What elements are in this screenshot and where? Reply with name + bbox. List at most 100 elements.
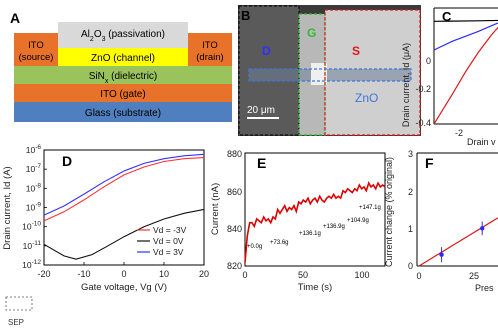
e-ytick: 860 (227, 187, 242, 197)
layer-glass-label: Glass (substrate) (85, 108, 161, 119)
d-ytick: 10-11 (23, 240, 42, 251)
panel-label-f: F (425, 155, 434, 171)
e-ytick: 880 (227, 149, 242, 159)
c-series-line (434, 19, 498, 22)
e-yticks: 880 860 840 820 (227, 149, 242, 271)
panel-label-b: B (241, 8, 250, 23)
outline-zno (248, 68, 412, 82)
e-annotation: +136.9g (323, 224, 345, 230)
layer-zno (58, 48, 188, 66)
d-legend-item: Vd = -3V (153, 225, 187, 235)
e-xticks: 0 50 100 (242, 270, 369, 280)
f-xlabel: Pres (475, 283, 494, 293)
sep-box (5, 296, 33, 311)
outline-drain (238, 5, 300, 136)
c-xlabel: Drain v (467, 137, 496, 147)
label-s: S (352, 44, 360, 58)
e-annotations: +0.0g +73.6g +136.1g +136.9g +104.9g +14… (247, 205, 381, 250)
source-label-line1: ITO (28, 40, 44, 51)
e-annotation: +0.0g (247, 244, 262, 250)
d-xtick: 10 (159, 269, 169, 279)
d-legend: Vd = -3V Vd = 0V Vd = 3V (137, 225, 187, 257)
panel-e: E Current (nA) Time (s) 880 860 840 820 … (210, 149, 386, 293)
layer-sinx (14, 66, 232, 84)
d-series-line (43, 153, 205, 216)
f-ylabel: Current change (% original) (384, 157, 394, 267)
f-plot-area (418, 217, 498, 267)
c-plot-area (434, 19, 498, 124)
layer-ito-gate (14, 84, 232, 102)
d-series-line (43, 157, 205, 222)
scale-bar-label: 20 μm (247, 105, 275, 116)
f-data-point (480, 226, 485, 231)
d-yticks: 10-6 10-7 10-8 10-9 10-10 10-11 10-12 (22, 144, 47, 270)
drain-label-line1: ITO (202, 40, 218, 51)
c-ytick: -0.2 (415, 84, 431, 94)
layer-ito-drain (188, 33, 232, 66)
e-annotation: +136.1g (299, 231, 321, 237)
c-ticks: 0 -0.2 -0.4 -2 (415, 56, 463, 138)
f-ytick: 1 (408, 224, 413, 234)
d-xticks: -20 -10 0 10 20 (37, 262, 209, 279)
panel-label-c: C (442, 9, 452, 24)
e-series-line (244, 181, 386, 263)
e-ytick: 840 (227, 224, 242, 234)
d-legend-item: Vd = 0V (153, 236, 184, 246)
sep-mark: SEP (5, 296, 33, 327)
e-xlabel: Time (s) (298, 282, 332, 293)
f-yticks: 3 2 1 0 (408, 149, 413, 271)
panel-d: D Drain current, Id (A) Gate voltage, Vg… (2, 144, 209, 293)
d-ylabel: Drain current, Id (A) (2, 166, 13, 249)
drain-label-line2: (drain) (196, 52, 223, 63)
e-xtick: 0 (242, 270, 247, 280)
c-ytick: 0 (426, 56, 431, 66)
d-series-line (43, 208, 205, 260)
d-xlabel: Gate voltage, Vg (V) (81, 282, 167, 293)
layer-channel-label: ZnO (channel) (91, 53, 155, 64)
d-ytick: 10-9 (26, 202, 42, 213)
label-g: G (307, 26, 316, 40)
d-ytick: 10-10 (22, 221, 41, 232)
f-ytick: 2 (408, 187, 413, 197)
f-xticks: 0 25 (416, 271, 479, 281)
d-ytick: 10-8 (26, 182, 42, 193)
f-ytick: 3 (408, 149, 413, 159)
d-ytick: 10-6 (26, 144, 42, 155)
d-xtick: -10 (77, 269, 90, 279)
e-frame (244, 152, 386, 267)
panel-label-e: E (257, 155, 266, 171)
d-xtick: 0 (121, 269, 126, 279)
label-d: D (262, 44, 271, 58)
f-data-point (439, 252, 444, 257)
e-annotation: +147.1g (359, 205, 381, 211)
f-xtick: 25 (469, 271, 479, 281)
e-ylabel: Current (nA) (210, 183, 221, 235)
outline-source (324, 9, 421, 136)
e-ytick: 820 (227, 261, 242, 271)
panel-b: B D G S ZnO 20 μm (238, 5, 421, 136)
d-plot-area (43, 153, 205, 260)
d-legend-item: Vd = 3V (153, 247, 184, 257)
source-label-line2: (source) (19, 52, 54, 63)
d-xtick: -20 (37, 269, 50, 279)
layer-passivation-label: Al2O3 (passivation) (81, 29, 165, 43)
c-series-line (434, 22, 498, 51)
sep-label: SEP (8, 318, 24, 327)
label-zno: ZnO (355, 91, 378, 105)
e-annotation: +73.6g (270, 240, 289, 246)
layer-gate-label: ITO (gate) (100, 89, 145, 100)
d-ytick: 10-12 (22, 259, 41, 270)
panel-f: F Current change (% original) Pres 3 2 1… (384, 149, 498, 293)
panel-label-a: A (10, 10, 20, 26)
e-xtick: 100 (354, 270, 369, 280)
layer-glass (14, 102, 232, 122)
c-ytick: -0.4 (415, 118, 431, 128)
c-ylabel: Drain current, Id (μA) (401, 43, 411, 127)
micrograph-zno-strip (249, 69, 411, 81)
e-plot-area (244, 181, 386, 263)
c-series-line (434, 26, 498, 124)
e-xtick: 50 (298, 270, 308, 280)
panel-label-d: D (62, 153, 72, 169)
d-xtick: 20 (199, 269, 209, 279)
